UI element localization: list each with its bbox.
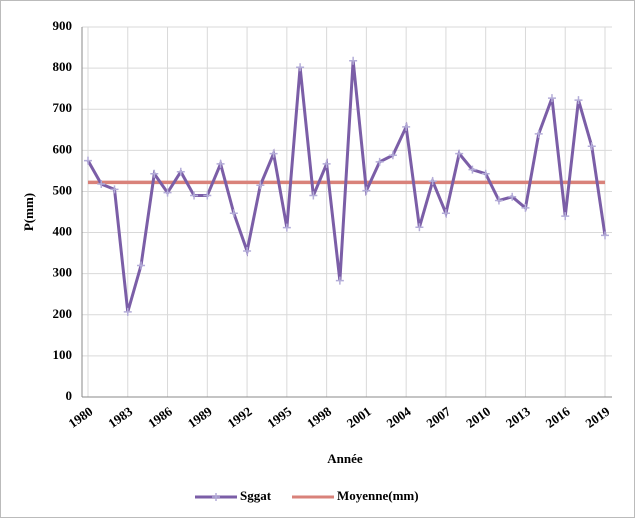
point-marker bbox=[388, 151, 397, 160]
point-marker bbox=[203, 191, 212, 200]
y-tick-label: 500 bbox=[53, 182, 73, 197]
point-marker bbox=[322, 159, 331, 168]
point-marker bbox=[190, 191, 199, 200]
point-marker bbox=[150, 169, 159, 178]
point-marker bbox=[123, 307, 132, 316]
point-marker bbox=[362, 186, 371, 195]
point-marker bbox=[455, 149, 464, 158]
point-marker bbox=[335, 276, 344, 285]
series-line bbox=[86, 60, 607, 313]
point-marker bbox=[534, 129, 543, 138]
y-tick-label: 300 bbox=[53, 265, 73, 280]
point-marker bbox=[601, 231, 609, 240]
point-marker bbox=[97, 180, 106, 189]
point-marker bbox=[282, 223, 291, 232]
point-marker bbox=[243, 247, 252, 256]
point-marker bbox=[229, 209, 238, 218]
point-marker bbox=[481, 169, 490, 178]
y-tick-label: 800 bbox=[53, 59, 73, 74]
point-marker bbox=[349, 56, 358, 65]
y-tick-label: 400 bbox=[53, 224, 73, 239]
point-marker bbox=[296, 63, 305, 72]
y-tick-label: 0 bbox=[66, 388, 73, 403]
point-marker bbox=[163, 188, 172, 197]
point-marker bbox=[216, 159, 225, 168]
legend-marker bbox=[212, 493, 220, 501]
point-marker bbox=[309, 191, 318, 200]
legend-label: Sggat bbox=[240, 488, 272, 503]
y-tick-label: 100 bbox=[53, 347, 73, 362]
y-tick-label: 200 bbox=[53, 306, 73, 321]
y-tick-label: 600 bbox=[53, 141, 73, 156]
point-marker bbox=[587, 142, 596, 151]
x-axis-label: Année bbox=[327, 451, 363, 466]
point-marker bbox=[110, 185, 119, 194]
point-marker bbox=[441, 209, 450, 218]
point-marker bbox=[574, 96, 583, 105]
point-marker bbox=[428, 177, 437, 186]
point-marker bbox=[256, 181, 265, 190]
point-marker bbox=[176, 167, 185, 176]
point-marker bbox=[494, 196, 503, 205]
point-marker bbox=[468, 165, 477, 174]
point-marker bbox=[521, 203, 530, 212]
point-marker bbox=[415, 223, 424, 232]
point-marker bbox=[375, 157, 384, 166]
point-marker bbox=[84, 156, 92, 165]
y-tick-label: 700 bbox=[53, 100, 73, 115]
point-marker bbox=[269, 149, 278, 158]
point-marker bbox=[402, 122, 411, 131]
y-axis-label: P(mm) bbox=[21, 193, 36, 231]
legend-label: Moyenne(mm) bbox=[337, 488, 419, 503]
point-marker bbox=[547, 94, 556, 103]
point-marker bbox=[137, 261, 146, 270]
point-marker bbox=[561, 212, 570, 221]
point-marker bbox=[508, 192, 517, 201]
y-tick-label: 900 bbox=[53, 18, 73, 33]
